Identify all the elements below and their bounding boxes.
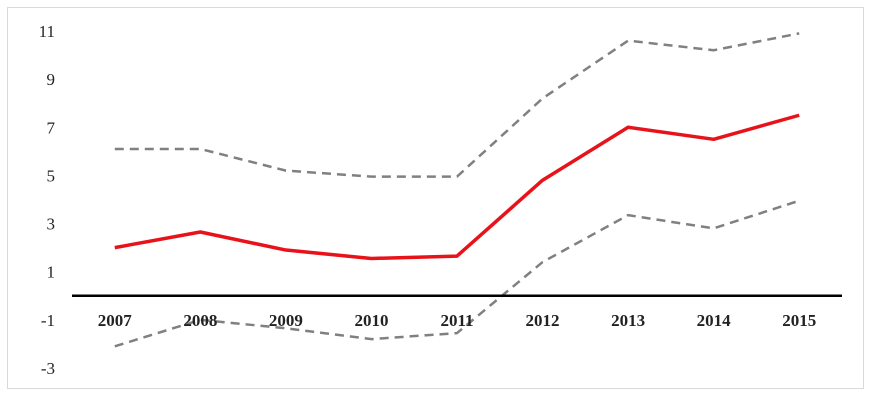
x-tick-label: 2012 (526, 311, 560, 330)
chart-border (7, 7, 864, 389)
x-tick-label: 2008 (183, 311, 217, 330)
y-tick-label: -1 (41, 311, 55, 330)
x-tick-label: 2007 (98, 311, 133, 330)
y-tick-label: 9 (47, 70, 56, 89)
series-line-estimate (114, 113, 800, 261)
series-layer (114, 32, 800, 348)
y-tick-label: 5 (47, 166, 56, 185)
x-axis-ticks: 2007 2008 2009 2010 2011 2012 2013 2014 2015 (98, 311, 816, 330)
x-tick-label: 2014 (697, 311, 732, 330)
series-line-lower-bound (114, 199, 800, 348)
x-tick-label: 2013 (611, 311, 645, 330)
y-tick-label: 11 (39, 22, 55, 41)
series-line-upper-bound (114, 32, 800, 178)
x-tick-label: 2009 (269, 311, 303, 330)
y-tick-label: 7 (47, 118, 56, 137)
y-tick-label: -3 (41, 359, 55, 378)
y-tick-label: 3 (47, 215, 56, 234)
y-axis-ticks: 11 9 7 5 3 1 -1 -3 (39, 22, 56, 378)
x-tick-label: 2011 (440, 311, 473, 330)
y-tick-label: 1 (47, 263, 56, 282)
x-tick-label: 2010 (354, 311, 388, 330)
x-tick-label: 2015 (782, 311, 816, 330)
